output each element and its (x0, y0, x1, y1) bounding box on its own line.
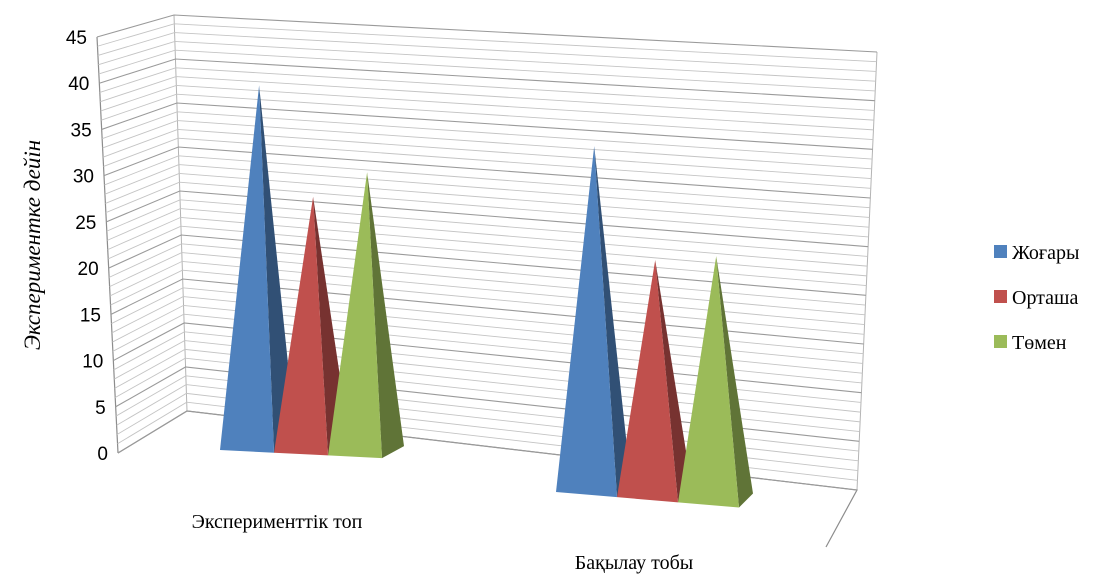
pyramid-side-face (259, 85, 296, 453)
pyramid-2-cat-1 (274, 196, 328, 456)
gridline (101, 102, 873, 150)
legend-swatch (994, 290, 1007, 303)
gridline (109, 260, 865, 325)
gridline (107, 216, 867, 277)
grid-lines (96, 14, 878, 491)
gridline (105, 172, 870, 228)
gridline (111, 287, 864, 355)
gridline (103, 146, 871, 199)
gridline (97, 32, 877, 72)
gridline (104, 155, 870, 209)
gridline (106, 199, 868, 257)
gridline (106, 190, 869, 248)
y-tick-label: 45 (66, 28, 87, 49)
gridline (100, 84, 874, 131)
back-corner-edge (173, 14, 188, 412)
legend-swatch (994, 335, 1007, 348)
legend-label: Жоғары (1012, 242, 1079, 264)
gridline (105, 181, 869, 238)
gridline (99, 67, 875, 111)
gridline (113, 322, 862, 394)
gridline (109, 252, 866, 316)
pyramid-3-cat-2 (678, 256, 739, 508)
gridline (102, 128, 872, 179)
pyramid-2-cat-2 (617, 260, 678, 503)
y-axis-ticks: 0 5 10 15 20 25 30 35 40 45 (66, 28, 108, 465)
gridline (110, 278, 864, 345)
y-tick-label: 40 (68, 74, 89, 95)
y-tick-label: 0 (97, 444, 108, 465)
category-label: Эксперименттік топ (192, 511, 363, 533)
pyramid-1-cat-2 (556, 146, 617, 498)
gridline (107, 208, 868, 267)
category-label: Бақылау тобы (575, 552, 693, 574)
gridline (98, 40, 876, 82)
category-labels: Эксперименттік топ Бақылау тобы (192, 511, 694, 574)
gridline (100, 76, 874, 121)
legend-swatch (994, 245, 1007, 258)
y-tick-label: 20 (78, 259, 99, 280)
gridline (103, 137, 871, 189)
y-axis-label: Экспериментке дейін (20, 140, 45, 350)
gridline (112, 313, 862, 384)
gridline (104, 164, 870, 218)
gridline (96, 14, 878, 53)
y-axis-label-group: Экспериментке дейін (20, 140, 45, 350)
y-tick-label: 25 (75, 213, 96, 234)
legend: Жоғары Орташа Төмен (994, 242, 1079, 354)
pyramid-side-face (367, 172, 404, 459)
pyramid-side-face (655, 260, 692, 503)
pyramid-1-cat-1 (220, 85, 274, 453)
pyramid-3-cat-1 (328, 172, 382, 459)
back-right-edge (856, 51, 878, 491)
gridline (101, 111, 873, 160)
pyramid-marks (220, 85, 753, 508)
chart-walls (96, 14, 878, 548)
gridline (108, 243, 866, 306)
pyramid-side-face (716, 256, 753, 508)
gridline (101, 93, 874, 141)
y-tick-label: 10 (82, 352, 103, 373)
gridline (110, 269, 865, 335)
y-tick-label: 30 (73, 167, 94, 188)
y-tick-label: 35 (71, 120, 92, 141)
gridline (98, 49, 876, 92)
gridline (108, 225, 867, 287)
gridline (113, 331, 862, 403)
left-wall-edge (96, 36, 119, 454)
gridline (108, 234, 866, 296)
gridline (111, 296, 863, 364)
gridline (102, 120, 872, 170)
pyramid-side-face (594, 146, 631, 498)
gridline (112, 304, 863, 374)
legend-label: Төмен (1012, 332, 1067, 354)
y-tick-label: 15 (80, 305, 101, 326)
gridline (99, 58, 875, 102)
y-tick-label: 5 (95, 398, 106, 419)
gridline (97, 23, 877, 63)
legend-label: Орташа (1012, 287, 1078, 309)
